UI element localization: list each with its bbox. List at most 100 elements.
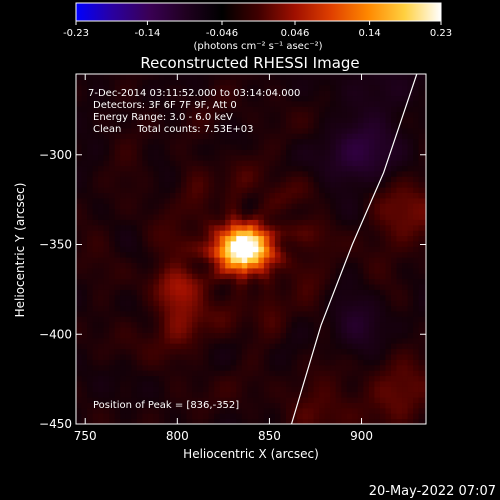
heatmap-cell — [81, 246, 88, 253]
heatmap-cell — [98, 176, 105, 183]
heatmap-cell — [114, 246, 121, 253]
heatmap-cell — [308, 327, 315, 333]
heatmap-cell — [164, 95, 171, 102]
heatmap-cell — [418, 300, 425, 307]
heatmap-cell — [98, 197, 105, 204]
heatmap-cell — [413, 106, 420, 113]
heatmap-cell — [103, 197, 110, 204]
heatmap-cell — [125, 165, 132, 172]
heatmap-cell — [225, 332, 232, 339]
heatmap-cell — [169, 364, 176, 371]
heatmap-cell — [402, 418, 409, 424]
heatmap-cell — [346, 327, 353, 333]
heatmap-cell — [120, 197, 127, 204]
heatmap-cell — [225, 165, 232, 172]
heatmap-cell — [258, 337, 265, 344]
heatmap-cell — [319, 176, 326, 183]
heatmap-cell — [363, 144, 370, 150]
heatmap-cell — [269, 397, 276, 403]
heatmap-cell — [120, 208, 127, 215]
heatmap-cell — [379, 181, 386, 188]
heatmap-cell — [352, 375, 359, 382]
heatmap-cell — [98, 257, 105, 263]
heatmap-cell — [368, 418, 375, 424]
heatmap-cell — [230, 391, 237, 398]
heatmap-cell — [280, 316, 287, 323]
heatmap-cell — [158, 310, 165, 317]
heatmap-cell — [225, 187, 232, 193]
heatmap-cell — [269, 418, 276, 424]
heatmap-cell — [319, 95, 326, 102]
heatmap-cell — [81, 165, 88, 172]
heatmap-cell — [258, 380, 265, 387]
heatmap-cell — [230, 327, 237, 333]
heatmap-cell — [92, 354, 99, 360]
heatmap-cell — [324, 418, 331, 424]
heatmap-cell — [374, 402, 381, 409]
heatmap-cell — [341, 138, 348, 145]
heatmap-cell — [368, 370, 375, 377]
heatmap-cell — [125, 343, 132, 350]
heatmap-cell — [98, 208, 105, 215]
heatmap-cell — [81, 386, 88, 393]
heatmap-cell — [87, 278, 94, 285]
heatmap-cell — [396, 246, 403, 253]
heatmap-cell — [357, 359, 364, 366]
heatmap-cell — [302, 138, 309, 145]
heatmap-cell — [120, 95, 127, 102]
heatmap-cell — [197, 386, 204, 393]
heatmap-cell — [286, 284, 292, 290]
heatmap-cell — [280, 284, 287, 290]
heatmap-cell — [357, 95, 364, 102]
heatmap-cell — [164, 170, 171, 177]
heatmap-cell — [153, 154, 160, 161]
heatmap-cell — [125, 181, 132, 188]
heatmap-cell — [352, 316, 359, 323]
heatmap-cell — [258, 294, 265, 301]
heatmap-cell — [352, 337, 359, 344]
heatmap-cell — [313, 214, 320, 220]
heatmap-cell — [297, 359, 304, 366]
heatmap-cell — [76, 343, 82, 350]
heatmap-cell — [346, 370, 353, 377]
heatmap-cell — [297, 262, 304, 269]
heatmap-cell — [142, 111, 149, 118]
heatmap-cell — [413, 407, 420, 414]
heatmap-cell — [352, 214, 359, 220]
heatmap-cell — [236, 413, 243, 420]
heatmap-cell — [402, 300, 409, 307]
heatmap-cell — [181, 192, 187, 199]
heatmap-cell — [308, 332, 315, 339]
heatmap-cell — [131, 327, 138, 333]
heatmap-cell — [363, 316, 370, 323]
heatmap-cell — [313, 138, 320, 145]
heatmap-cell — [418, 181, 425, 188]
heatmap-cell — [109, 240, 116, 247]
heatmap-cell — [330, 235, 337, 242]
heatmap-cell — [252, 90, 259, 97]
heatmap-cell — [236, 273, 243, 280]
heatmap-cell — [136, 214, 143, 220]
heatmap-cell — [319, 386, 326, 393]
heatmap-cell — [241, 251, 248, 258]
y-tick-label: −400 — [39, 327, 72, 341]
heatmap-cell — [142, 289, 149, 296]
heatmap-cell — [109, 273, 116, 280]
heatmap-cell — [164, 251, 171, 258]
heatmap-cell — [219, 138, 226, 145]
heatmap-cell — [368, 224, 375, 231]
heatmap-cell — [319, 343, 326, 350]
heatmap-cell — [313, 144, 320, 150]
heatmap-cell — [263, 100, 270, 107]
heatmap-cell — [219, 375, 226, 382]
heatmap-cell — [374, 305, 381, 312]
heatmap-cell — [208, 354, 215, 360]
heatmap-cell — [302, 278, 309, 285]
heatmap-cell — [181, 316, 187, 323]
heatmap-cell — [357, 149, 364, 156]
heatmap-cell — [203, 364, 210, 371]
heatmap-cell — [335, 138, 342, 145]
heatmap-cell — [313, 176, 320, 183]
heatmap-cell — [274, 343, 281, 350]
heatmap-cell — [203, 391, 210, 398]
